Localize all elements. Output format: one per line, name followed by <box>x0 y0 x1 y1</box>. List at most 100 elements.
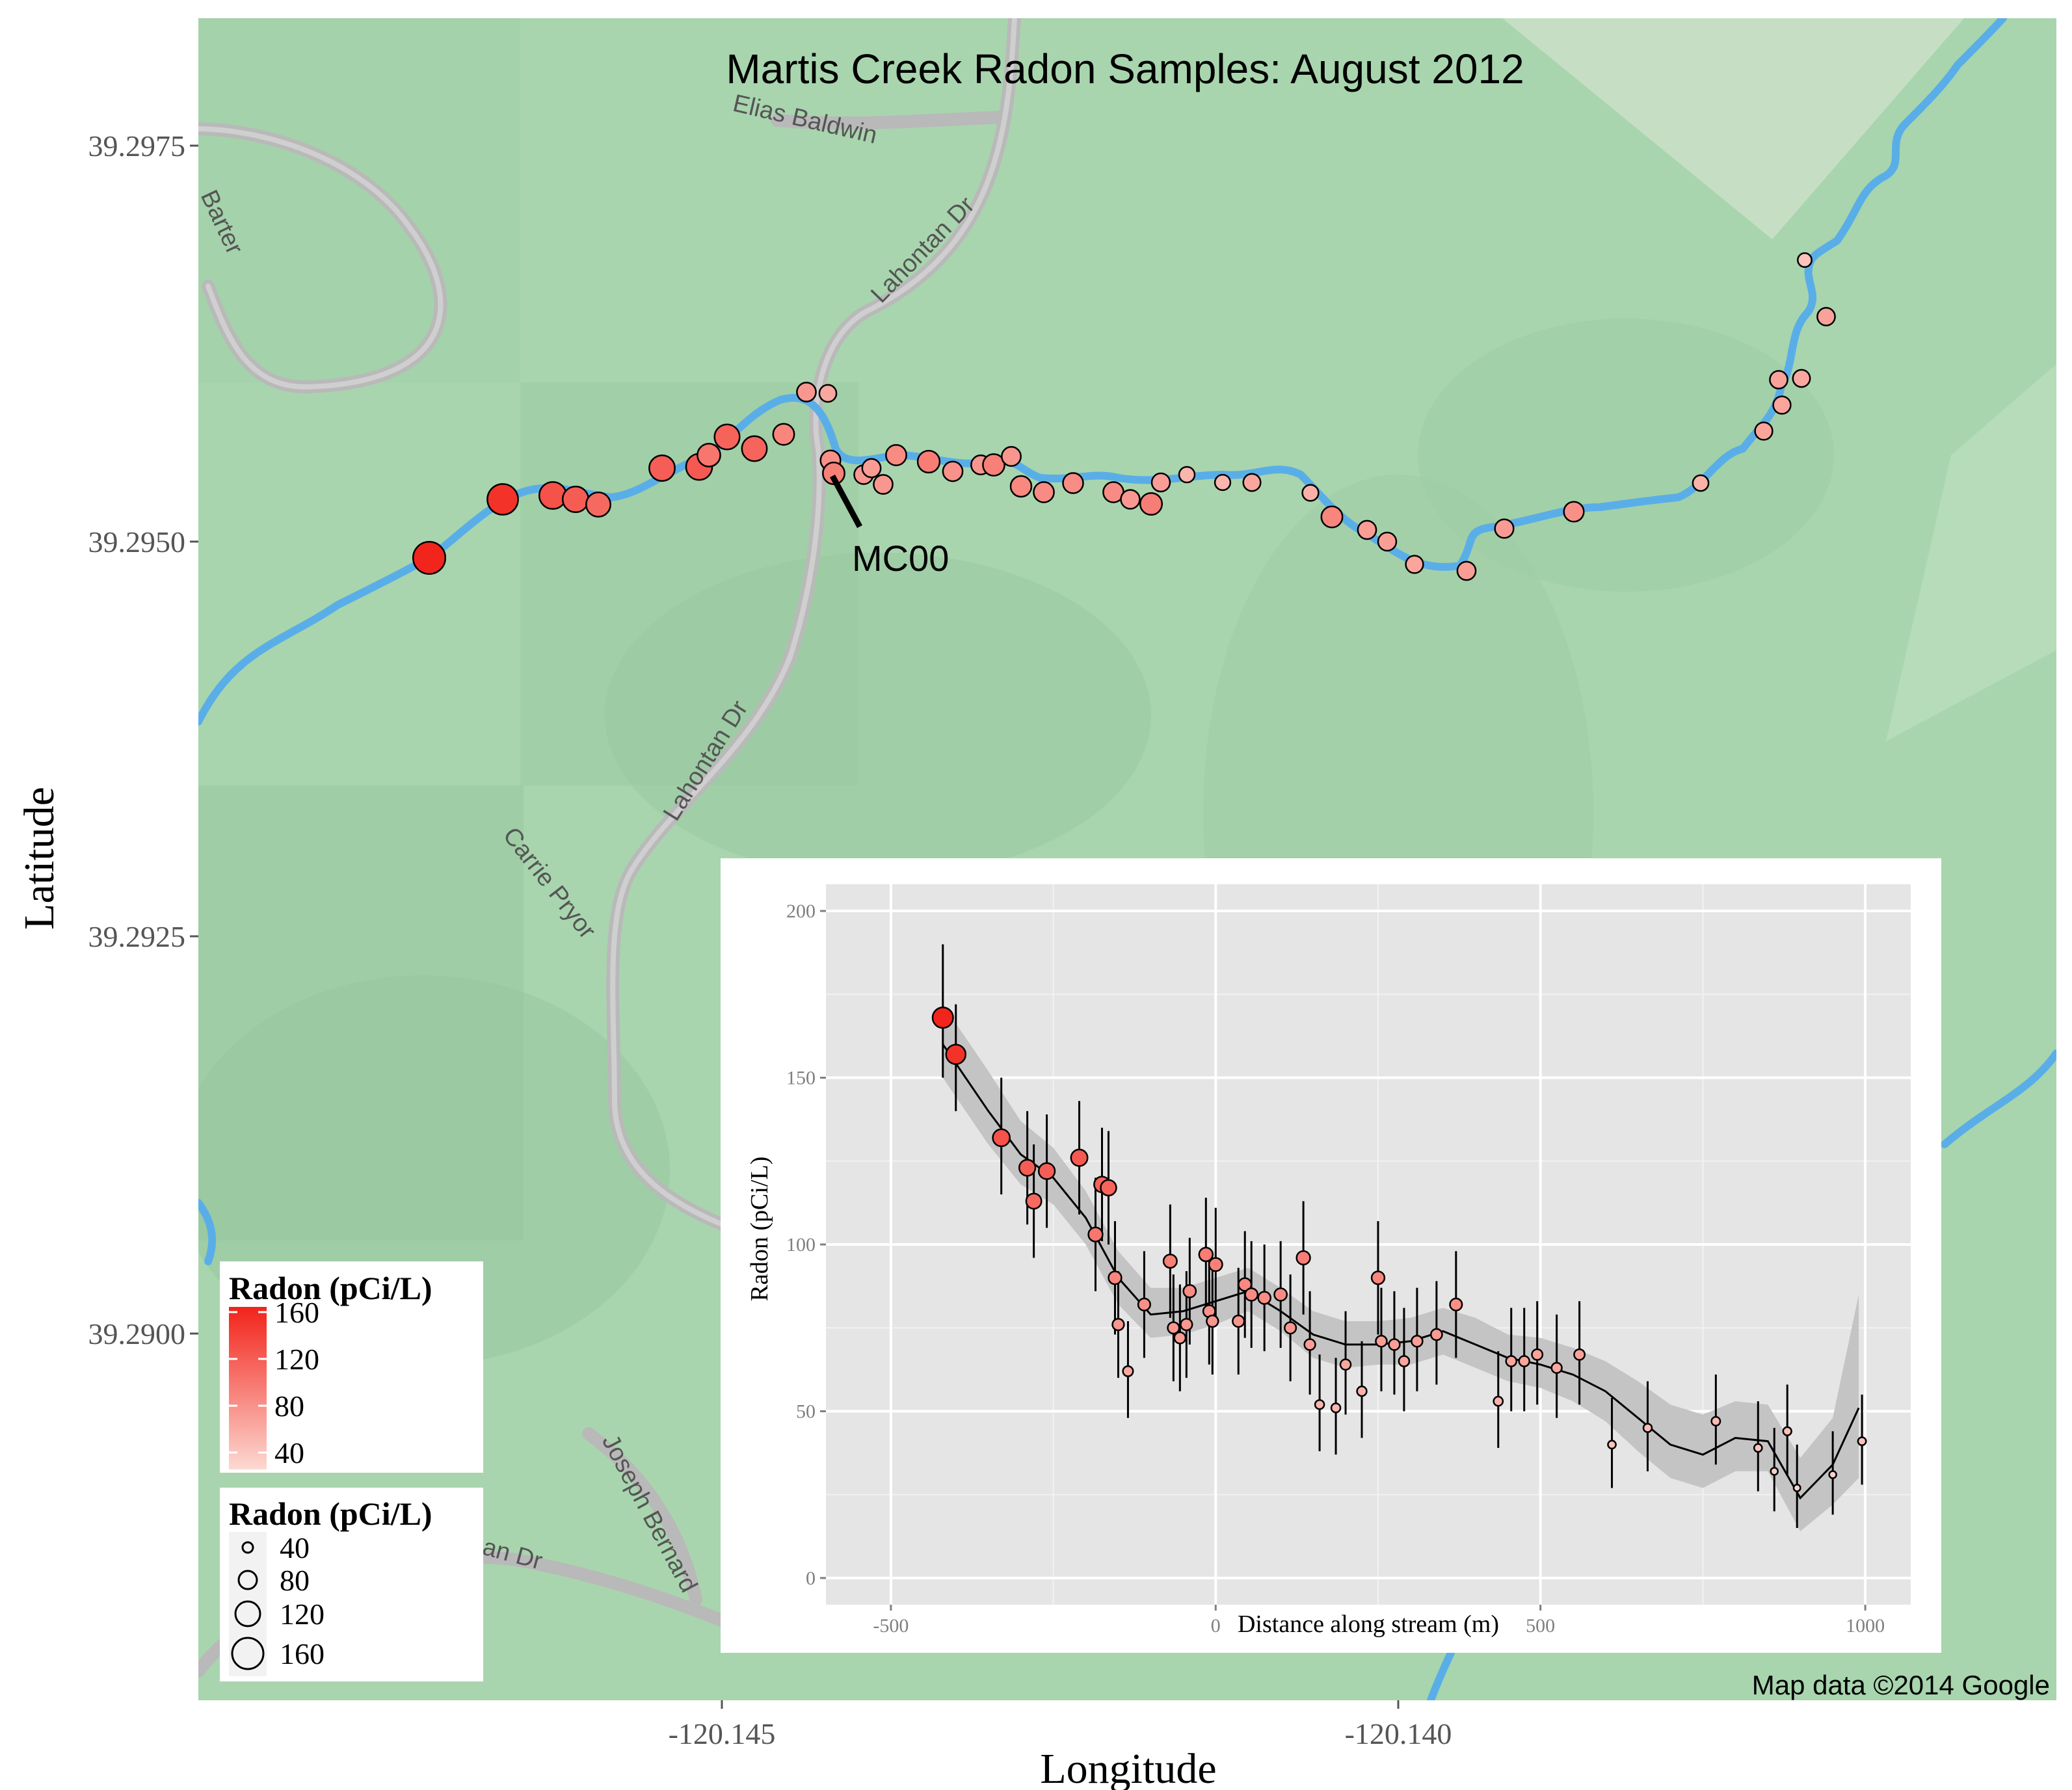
color-legend-title: Radon (pCi/L) <box>229 1270 432 1306</box>
inset-data-point <box>1370 1270 1386 1285</box>
color-legend-label: 40 <box>274 1436 304 1469</box>
map-sample-point <box>713 423 741 451</box>
y-tick-label: 39.2925 <box>88 920 186 953</box>
inset-data-point <box>1430 1328 1443 1341</box>
smooth-line <box>942 1044 1860 1500</box>
inset-data-point <box>1550 1362 1563 1374</box>
size-legend-circle <box>231 1637 265 1670</box>
map-sample-point <box>982 453 1005 477</box>
inset-data-point <box>1070 1148 1089 1167</box>
inset-data-point <box>1182 1283 1197 1298</box>
stream-east <box>1941 1049 2056 1148</box>
size-legend-label: 160 <box>280 1637 325 1670</box>
inset-data-point <box>1087 1226 1104 1243</box>
color-legend-label: 120 <box>274 1343 319 1376</box>
inset-data-point <box>1356 1386 1368 1397</box>
map-sample-point <box>1405 555 1424 574</box>
x-tick-label: -120.140 <box>1345 1717 1452 1750</box>
y-tick-label: 39.2900 <box>88 1317 186 1350</box>
mc00-label: MC00 <box>852 538 949 579</box>
inset-data-point <box>1244 1287 1259 1302</box>
clearing-area <box>1502 18 1964 239</box>
map-sample-point <box>942 460 964 482</box>
map-sample-point <box>1009 475 1033 498</box>
y-tick-label: 39.2975 <box>88 129 186 163</box>
inset-data-point <box>1295 1250 1311 1266</box>
map-sample-point <box>1494 518 1515 539</box>
size-legend-label: 120 <box>280 1598 325 1631</box>
inset-data-point <box>1531 1348 1544 1361</box>
inset-data-point <box>1180 1317 1193 1332</box>
map-axes: 39.2975 39.2950 39.2925 39.2900 -120.145… <box>16 129 1452 1790</box>
confidence-band <box>942 1004 1859 1532</box>
inset-data-point <box>1167 1321 1180 1335</box>
map-sample-point <box>772 423 795 446</box>
map-sample-point <box>561 485 590 514</box>
x-tick-label: -500 <box>873 1615 909 1637</box>
map-sample-point <box>1797 252 1813 268</box>
map-sample-point <box>818 384 838 403</box>
map-sample-point <box>916 449 941 474</box>
map-sample-point <box>1120 489 1141 510</box>
inset-data-point <box>1857 1436 1867 1447</box>
map-sample-point <box>1816 307 1836 326</box>
inset-data-point <box>1257 1291 1271 1305</box>
size-legend-circle <box>241 1541 254 1554</box>
inset-data-point <box>1111 1317 1125 1332</box>
map-sample-point <box>1692 474 1710 492</box>
inset-points <box>931 1007 1867 1492</box>
terrain-shade-4 <box>1418 319 1834 592</box>
inset-data-point <box>1607 1440 1617 1450</box>
y-tick-label: 0 <box>806 1568 816 1589</box>
x-axis-title: Longitude <box>1040 1745 1216 1790</box>
y-tick-label: 50 <box>796 1401 816 1422</box>
inset-data-point <box>1284 1321 1297 1335</box>
y-tick-label: 39.2950 <box>88 525 186 559</box>
roads-inner <box>198 18 1017 1228</box>
map-sample-point <box>1357 520 1377 540</box>
map-sample-point <box>1214 473 1232 492</box>
terrain-tile-1 <box>198 18 520 382</box>
map-sample-point <box>741 435 768 462</box>
inset-data-point <box>1330 1402 1342 1414</box>
map-sample-point <box>1062 472 1084 494</box>
inset-data-point <box>1753 1443 1763 1453</box>
inset-data-point <box>1493 1395 1504 1407</box>
size-legend-circle <box>237 1570 258 1590</box>
inset-axes: -500 0 500 1000 0 50 100 150 200 <box>786 901 1885 1637</box>
map-sample-point <box>585 492 611 518</box>
map-sample-point <box>412 540 447 575</box>
inset-data-point <box>1173 1331 1187 1345</box>
inset-data-point <box>1828 1470 1837 1479</box>
color-legend: Radon (pCi/L) 160 120 80 40 <box>220 1261 483 1473</box>
inset-data-point <box>1037 1162 1056 1180</box>
color-legend-label: 160 <box>274 1296 319 1329</box>
inset-data-point <box>1411 1335 1424 1348</box>
inset-data-point <box>1573 1348 1586 1361</box>
map-sample-point <box>486 483 519 516</box>
inset-data-point <box>1206 1314 1219 1328</box>
y-tick-label: 200 <box>786 901 816 922</box>
road-elias-baldwin <box>771 111 1011 130</box>
size-legend-label: 40 <box>280 1531 310 1564</box>
clearing-area-2 <box>1886 364 2056 741</box>
inset-data-point <box>1642 1423 1653 1433</box>
inset-data-point <box>1518 1355 1530 1367</box>
map-sample-point <box>1242 473 1262 492</box>
color-legend-gradient <box>229 1307 267 1469</box>
inset-data-point <box>1273 1287 1288 1302</box>
inset-data-point <box>1198 1246 1214 1263</box>
inset-data-point <box>1388 1338 1401 1351</box>
inset-data-point <box>1710 1415 1721 1427</box>
map-sample-point <box>873 474 894 495</box>
map-sample-point <box>1150 472 1171 493</box>
inset-y-axis-title: Radon (pCi/L) <box>746 1157 773 1302</box>
y-axis-title: Latitude <box>16 787 63 930</box>
inset-data-point <box>1208 1257 1223 1272</box>
map-sample-point <box>1320 505 1344 529</box>
inset-data-point <box>1449 1297 1463 1311</box>
inset-data-point <box>1398 1355 1411 1367</box>
map-sample-point <box>1772 395 1792 415</box>
size-legend-circle <box>234 1600 261 1627</box>
map-sample-point <box>697 443 721 467</box>
